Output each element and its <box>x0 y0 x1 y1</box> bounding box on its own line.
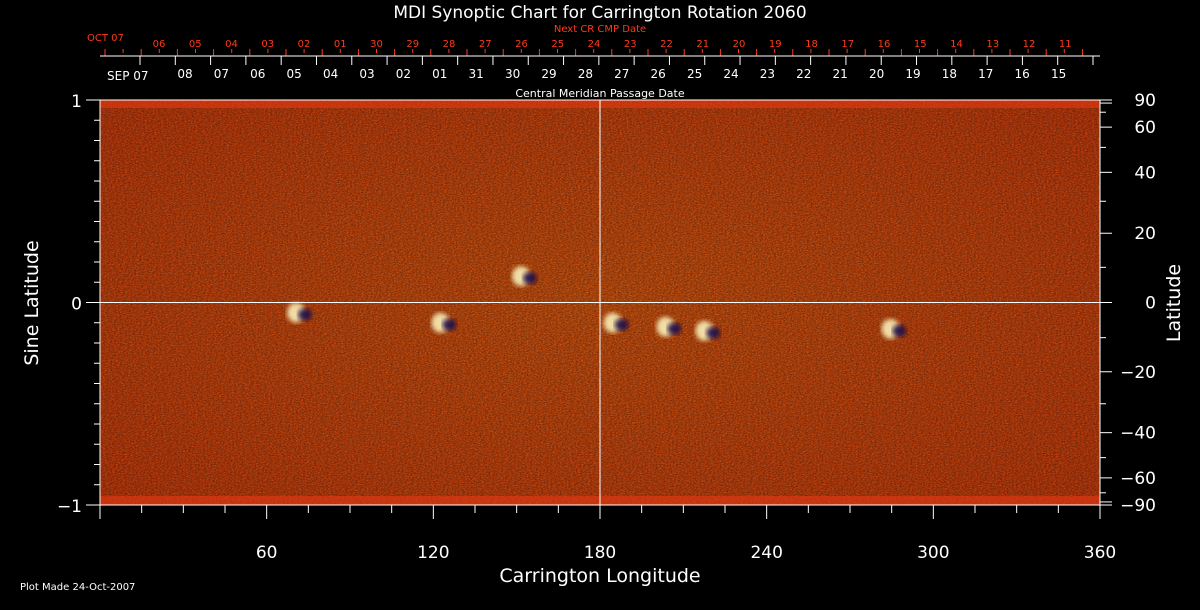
cmp-date-label: 04 <box>323 67 338 81</box>
active-region-spots <box>287 266 907 341</box>
y-axis-label-left: Sine Latitude <box>21 240 43 365</box>
cmp-date-label: 21 <box>833 67 848 81</box>
next-cr-date-label: 25 <box>551 39 564 50</box>
cmp-date-label: 06 <box>250 67 265 81</box>
next-cr-axis-label: Next CR CMP Date <box>554 24 646 35</box>
cmp-date-label: 20 <box>869 67 884 81</box>
active-region-dark <box>667 322 682 335</box>
next-cr-date-label: 19 <box>769 39 782 50</box>
active-region-dark <box>523 272 537 285</box>
y-right-tick-label: −90 <box>1120 496 1156 516</box>
next-cr-date-label: 30 <box>370 39 383 50</box>
cmp-date-label: 19 <box>905 67 920 81</box>
plot-made-footer: Plot Made 24-Oct-2007 <box>20 582 135 593</box>
next-cr-date-label: 28 <box>443 39 456 50</box>
next-cr-date-label: 29 <box>406 39 419 50</box>
x-tick-label: 180 <box>584 543 616 563</box>
cmp-date-label: 31 <box>469 67 484 81</box>
next-cr-date-label: 18 <box>805 39 818 50</box>
y-right-tick-label: −40 <box>1120 424 1156 444</box>
cmp-date-label: 29 <box>541 67 556 81</box>
next-cr-date-label: 14 <box>950 39 963 50</box>
y-right-tick-label: 20 <box>1134 224 1156 244</box>
x-tick-label: 240 <box>750 543 782 563</box>
x-tick-label: 360 <box>1084 543 1116 563</box>
next-cr-date-label: 04 <box>225 39 238 50</box>
cmp-date-label: 02 <box>396 67 411 81</box>
next-cr-date-label: 24 <box>588 39 601 50</box>
next-cr-start-label: OCT 07 <box>87 33 124 44</box>
y-left-tick-label: 1 <box>71 92 82 112</box>
cmp-date-label: 23 <box>760 67 775 81</box>
x-tick-label: 300 <box>917 543 949 563</box>
next-cr-date-label: 23 <box>624 39 637 50</box>
next-cr-date-label: 20 <box>733 39 746 50</box>
y-left-tick-label: −1 <box>57 497 82 517</box>
cmp-date-label: 01 <box>432 67 447 81</box>
y-axis-right: 90 60 40 20 0 −20 −40 −60 −90 <box>1100 91 1156 516</box>
next-cr-date-label: 05 <box>189 39 202 50</box>
next-cr-date-label: 03 <box>261 39 274 50</box>
next-cr-date-label: 27 <box>479 39 492 50</box>
next-cr-date-label: 13 <box>986 39 999 50</box>
cmp-date-label: 15 <box>1051 67 1066 81</box>
next-cr-date-label: 12 <box>1023 39 1036 50</box>
cmp-date-label: 08 <box>177 67 192 81</box>
next-cr-date-label: 17 <box>841 39 854 50</box>
cmp-date-label: 18 <box>942 67 957 81</box>
y-right-tick-label: −20 <box>1120 363 1156 383</box>
x-axis-ticks <box>99 505 1101 519</box>
cmp-date-label: 07 <box>214 67 229 81</box>
y-right-tick-label: 40 <box>1134 163 1156 183</box>
cmp-date-label: 17 <box>978 67 993 81</box>
cmp-date-label: 26 <box>651 67 666 81</box>
chart-title: MDI Synoptic Chart for Carrington Rotati… <box>393 3 806 23</box>
cmp-date-label: 30 <box>505 67 520 81</box>
y-axis-label-right: Latitude <box>1163 264 1185 342</box>
cmp-date-label: 16 <box>1015 67 1030 81</box>
y-left-tick-label: 0 <box>71 295 82 315</box>
cmp-start-label: SEP 07 <box>107 69 149 83</box>
next-cr-date-label: 26 <box>515 39 528 50</box>
cmp-date-label: 22 <box>796 67 811 81</box>
x-tick-label: 120 <box>417 543 449 563</box>
y-right-tick-label: −60 <box>1120 469 1156 489</box>
next-cr-axis-ticks <box>104 49 1083 56</box>
active-region-dark <box>892 324 907 337</box>
next-cr-date-label: 06 <box>153 39 166 50</box>
next-cr-date-label: 15 <box>914 39 927 50</box>
next-cr-date-label: 22 <box>660 39 673 50</box>
next-cr-date-label: 16 <box>878 39 891 50</box>
y-right-tick-label: 0 <box>1145 294 1156 314</box>
next-cr-date-label: 11 <box>1059 39 1072 50</box>
next-cr-date-label: 02 <box>298 39 311 50</box>
cmp-date-label: 28 <box>578 67 593 81</box>
cmp-date-label: 25 <box>687 67 702 81</box>
active-region-dark <box>298 308 312 321</box>
x-axis-tick-labels: 60 120 180 240 300 360 <box>256 543 1116 563</box>
next-cr-date-label: 01 <box>334 39 347 50</box>
active-region-dark <box>614 318 629 331</box>
active-region-dark <box>706 326 721 339</box>
cmp-date-label: 27 <box>614 67 629 81</box>
active-region-dark <box>442 318 457 331</box>
y-right-tick-label: 90 <box>1134 91 1156 111</box>
cmp-date-label: 05 <box>287 67 302 81</box>
next-cr-date-label: 21 <box>696 39 709 50</box>
cmp-date-label: 03 <box>359 67 374 81</box>
cmp-date-label: 24 <box>723 67 738 81</box>
y-right-tick-label: 60 <box>1134 118 1156 138</box>
cmp-axis-label: Central Meridian Passage Date <box>515 87 684 100</box>
x-tick-label: 60 <box>256 543 278 563</box>
next-cr-date-labels: 06 05 04 03 02 01 30 29 28 27 26 25 24 23 22 21 20 19 18 17… <box>153 39 1072 50</box>
y-axis-left: 1 0 −1 <box>57 92 100 517</box>
cmp-date-labels: 08 07 06 05 04 03 02 01 31 30 29 28 27 26 25 24 23 22 21 20… <box>139 56 1094 81</box>
x-axis-label: Carrington Longitude <box>499 565 700 587</box>
